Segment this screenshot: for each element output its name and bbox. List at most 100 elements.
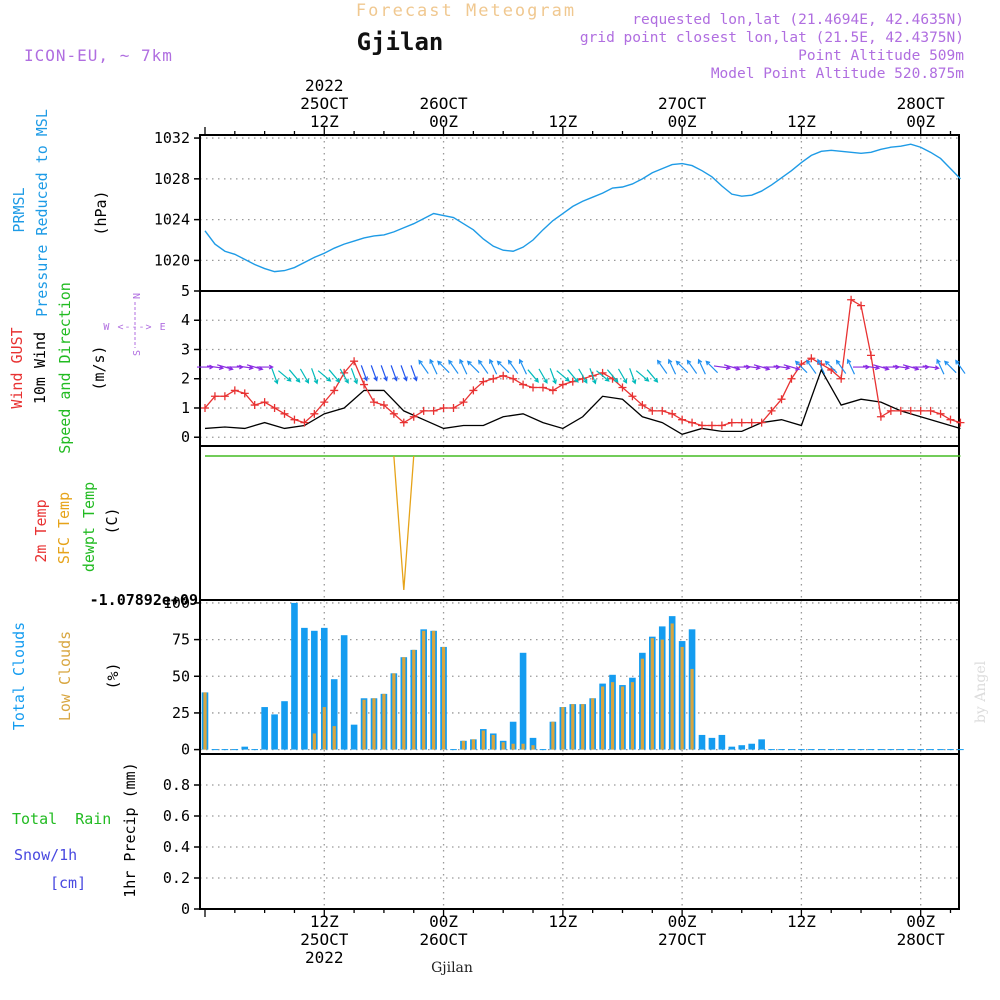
wind-unit: (m/s) bbox=[90, 345, 108, 390]
wind-direction-arrow bbox=[667, 358, 677, 375]
direction-label: Speed and Direction bbox=[56, 282, 74, 454]
top-time-label: 2022 bbox=[305, 76, 344, 95]
wind-direction-arrow bbox=[596, 370, 610, 382]
wind-direction-arrow bbox=[278, 370, 292, 382]
low-cloud-bar bbox=[461, 740, 466, 750]
gust-marker bbox=[320, 398, 329, 407]
gust-marker bbox=[648, 406, 657, 415]
temp-panel bbox=[199, 445, 960, 601]
total-cloud-bar bbox=[350, 724, 358, 750]
gust-marker bbox=[568, 377, 577, 386]
wind-direction-arrow bbox=[705, 360, 719, 374]
bottom-time-label: 00Z bbox=[668, 912, 697, 931]
low-cloud-bar bbox=[591, 698, 595, 750]
bottom-time-label: 00Z bbox=[429, 912, 458, 931]
low-cloud-bar bbox=[432, 630, 436, 750]
low-cloud-bar bbox=[332, 726, 336, 750]
gust-marker bbox=[717, 421, 726, 430]
gust-marker bbox=[389, 409, 398, 418]
gust-marker bbox=[847, 295, 856, 304]
wind-direction-arrow bbox=[518, 358, 528, 375]
gust-marker bbox=[529, 383, 538, 392]
compass-legend: N W <---> E S bbox=[103, 293, 165, 356]
y-tick-label: 25 bbox=[172, 704, 190, 722]
point-altitude: Point Altitude 509m bbox=[798, 48, 964, 64]
bottom-time-label: 25OCT bbox=[300, 930, 349, 949]
total-clouds-label: Total Clouds bbox=[10, 622, 28, 730]
gust-marker bbox=[538, 383, 547, 392]
wind-direction-arrow bbox=[629, 368, 637, 385]
gust-marker bbox=[210, 392, 219, 401]
y-tick-label: 0 bbox=[181, 900, 190, 918]
wind-direction-arrow bbox=[437, 360, 450, 374]
gust-marker bbox=[638, 401, 647, 410]
wind-direction-arrow bbox=[943, 360, 957, 374]
total-cloud-bar bbox=[758, 739, 765, 750]
bottom-time-label: 12Z bbox=[548, 912, 577, 931]
y-tick-label: 75 bbox=[172, 631, 190, 649]
wind-speed-line bbox=[204, 368, 961, 436]
low-cloud-bar bbox=[382, 693, 386, 750]
gust-marker bbox=[350, 357, 359, 366]
bottom-time-label: 00Z bbox=[906, 912, 935, 931]
cloud-labels: Total Clouds Low Clouds (%) bbox=[10, 622, 122, 730]
gust-marker bbox=[489, 374, 498, 383]
top-time-label: 25OCT bbox=[300, 94, 349, 113]
gust-label: Wind GUST bbox=[8, 327, 26, 408]
low-cloud-bar bbox=[670, 623, 674, 750]
total-cloud-bar bbox=[320, 627, 328, 750]
precip-labels: Total Rain Snow/1h [cm] 1hr Precip (mm) bbox=[12, 762, 139, 897]
wind-label: 10m Wind bbox=[31, 332, 49, 404]
total-cloud-bar bbox=[261, 707, 268, 750]
low-cloud-bar bbox=[362, 699, 366, 750]
gust-marker bbox=[936, 409, 945, 418]
bottom-time-label: 27OCT bbox=[658, 930, 707, 949]
gust-marker bbox=[866, 351, 875, 360]
y-tick-label: 5 bbox=[181, 282, 190, 300]
total-cloud-bar bbox=[708, 737, 716, 750]
gust-marker bbox=[519, 380, 528, 389]
wind-direction-arrow bbox=[817, 358, 826, 375]
total-cloud-bar bbox=[241, 746, 249, 750]
y-tick-label: 1 bbox=[181, 399, 190, 417]
prmsl-label: PRMSL bbox=[10, 187, 28, 232]
dewpt-label: dewpt Temp bbox=[80, 482, 98, 572]
gust-marker bbox=[409, 412, 418, 421]
snow-legend-2: [cm] bbox=[50, 874, 86, 892]
low-cloud-bar bbox=[481, 730, 485, 750]
precip-panel bbox=[199, 753, 960, 910]
bottom-time-label: 12Z bbox=[310, 912, 339, 931]
low-cloud-bar bbox=[660, 639, 664, 750]
y-tick-label: 0 bbox=[181, 741, 190, 759]
top-time-label: 00Z bbox=[429, 112, 458, 131]
wind-direction-arrow bbox=[589, 368, 597, 385]
gust-marker bbox=[548, 386, 557, 395]
y-axis-ticks: 1020102410281032012345025507510000.20.40… bbox=[154, 129, 200, 918]
low-clouds-label: Low Clouds bbox=[56, 631, 74, 721]
total-cloud-bar bbox=[340, 635, 348, 750]
chart-marks bbox=[197, 143, 966, 751]
total-cloud-bar bbox=[311, 630, 318, 750]
model-point-altitude: Model Point Altitude 520.875m bbox=[711, 66, 964, 82]
wind-direction-arrow bbox=[686, 359, 698, 374]
wind-direction-arrow bbox=[606, 369, 619, 383]
gust-marker bbox=[270, 403, 279, 412]
gust-marker bbox=[369, 398, 378, 407]
model-name: ICON-EU, ~ 7km bbox=[24, 46, 173, 65]
gust-marker bbox=[360, 380, 369, 389]
gust-marker bbox=[260, 398, 269, 407]
sfc-temp-line bbox=[393, 455, 415, 591]
wind-direction-arrow bbox=[390, 365, 398, 382]
temp-2m-label: 2m Temp bbox=[32, 499, 50, 562]
y-tick-label: 1032 bbox=[154, 129, 190, 147]
y-tick-label: 0.8 bbox=[163, 776, 190, 794]
total-cloud-bar bbox=[330, 679, 338, 750]
wind-direction-arrow bbox=[236, 365, 254, 371]
y-tick-label: 0.6 bbox=[163, 807, 190, 825]
low-cloud-bar bbox=[392, 673, 396, 750]
low-cloud-bar bbox=[581, 704, 585, 750]
gust-marker bbox=[479, 377, 488, 386]
cloud-unit: (%) bbox=[104, 662, 122, 689]
